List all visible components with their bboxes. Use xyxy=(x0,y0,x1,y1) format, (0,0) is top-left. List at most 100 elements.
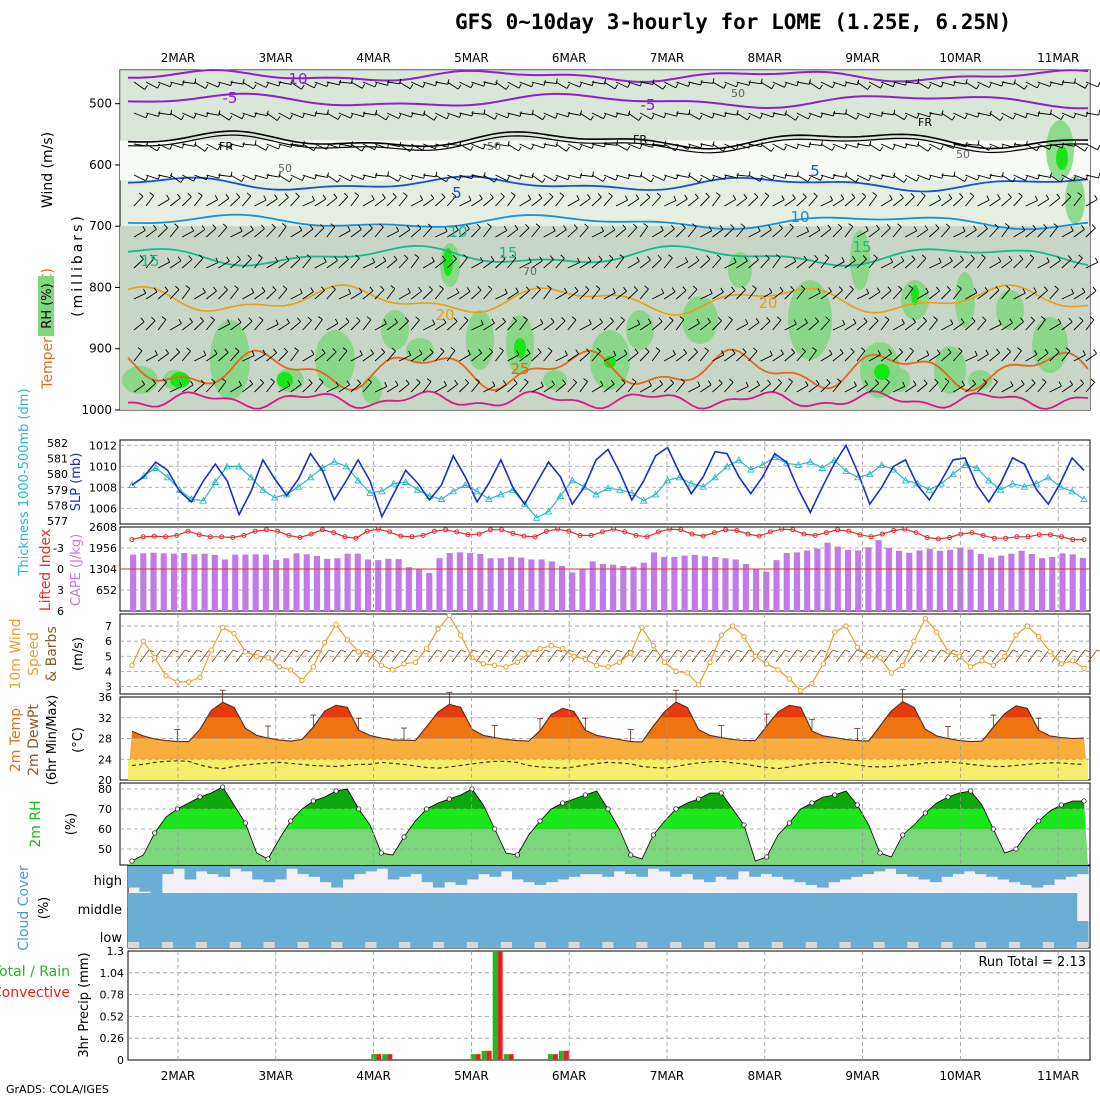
surface-wind-barb xyxy=(847,649,858,663)
wind-barb-flag xyxy=(217,145,221,151)
wind-speed-point xyxy=(344,636,351,643)
rh-point xyxy=(1058,802,1064,808)
cloud-low-bar xyxy=(783,921,795,948)
wind-barb-flag xyxy=(613,350,617,356)
wind-barb xyxy=(434,259,446,269)
wind-barb xyxy=(266,81,280,87)
surface-wind-barb-flag xyxy=(364,649,371,653)
wind-barb xyxy=(977,257,986,269)
wind-barb xyxy=(868,291,881,300)
cloud-high-bar xyxy=(1076,866,1089,875)
wind-barb xyxy=(423,174,437,178)
wind-barb-flag xyxy=(1067,255,1072,260)
wind-barb-flag xyxy=(855,114,860,120)
cloud-low-gap xyxy=(636,942,648,948)
wind-barb-flag xyxy=(632,223,638,228)
surface-wind-barb xyxy=(475,649,486,663)
wind-barb xyxy=(627,198,640,207)
cloud-middle-bar xyxy=(432,893,445,921)
wind-barb xyxy=(471,352,482,362)
wind-barb xyxy=(519,261,532,269)
wind-barb-flag xyxy=(480,319,484,325)
wind-barb-flag xyxy=(764,192,770,197)
wind-barb xyxy=(145,195,155,207)
cloud-high-bar xyxy=(308,866,321,877)
wind-barb-flag xyxy=(855,177,859,183)
wind-barb-flag xyxy=(246,192,252,197)
precip-total-bar xyxy=(558,1050,564,1060)
wind-barb-flag xyxy=(1073,113,1077,119)
cape-bar xyxy=(610,564,617,611)
cape-bar xyxy=(140,553,147,611)
wind-barb-flag xyxy=(903,115,908,120)
wind-barb xyxy=(471,174,485,178)
wind-barb xyxy=(712,174,725,180)
wind-barb-flag xyxy=(994,223,999,228)
thickness-point xyxy=(556,492,565,499)
wind-speed-point xyxy=(616,659,623,666)
wind-barb xyxy=(447,321,458,331)
wind-barb-flag xyxy=(893,172,896,178)
wind-barb xyxy=(254,257,263,269)
wind-barb-flag xyxy=(478,348,482,354)
wind-barb-flag xyxy=(476,223,481,228)
wind-barb xyxy=(748,230,761,238)
wind-barb-flag xyxy=(646,193,651,198)
wind-barb xyxy=(640,81,653,85)
cloud-low-bar xyxy=(274,921,287,948)
wind-barb xyxy=(892,323,905,331)
wind-barb xyxy=(941,143,954,149)
date-label-top: 6MAR xyxy=(552,51,587,65)
wind-barb-flag xyxy=(817,288,821,294)
wind-barb xyxy=(350,320,361,331)
wind-barb-flag xyxy=(814,254,819,260)
lifted-index-point xyxy=(398,533,404,539)
lifted-index-point xyxy=(1036,532,1042,538)
surface-wind-barb-flag xyxy=(940,649,947,653)
cloud-middle-bar xyxy=(862,893,874,921)
wind-barb-flag xyxy=(323,257,327,263)
wind-barb xyxy=(411,174,424,179)
wind-barb xyxy=(217,381,227,393)
wind-barb-flag xyxy=(430,194,435,199)
lifted-index-point xyxy=(779,526,785,532)
cloud-low-bar xyxy=(252,921,265,948)
wind-speed-point xyxy=(1058,661,1065,667)
slp-line xyxy=(131,443,1085,519)
wind-barb-flag xyxy=(910,192,915,198)
wind-barb xyxy=(917,291,929,300)
surface-wind-barb xyxy=(175,649,186,663)
wind-barb-flag xyxy=(525,286,530,291)
wind-barb-flag xyxy=(144,85,148,90)
wind-barb-flag xyxy=(897,223,902,228)
cloud-middle-bar xyxy=(399,893,411,921)
cloud-middle-bar xyxy=(670,893,682,921)
cloud-low-bar xyxy=(297,921,310,948)
wind-barb xyxy=(1085,227,1096,238)
wind-barb-flag xyxy=(234,285,239,290)
lifted-index-point xyxy=(185,528,191,534)
wind-barb-flag xyxy=(924,225,929,230)
wind-barb-flag xyxy=(587,256,592,262)
wind-barb-flag xyxy=(1036,146,1040,151)
wind-barb-flag xyxy=(427,223,433,228)
contour-30 xyxy=(127,390,1089,410)
label-2m-temp: 2m Temp xyxy=(8,708,24,772)
wind-barb-flag xyxy=(1081,287,1086,293)
wind-barb xyxy=(808,292,821,300)
wind-barb-flag xyxy=(826,379,831,384)
wind-barb xyxy=(639,259,651,269)
wind-barb xyxy=(435,143,448,148)
surface-wind-barb-flag xyxy=(568,649,575,653)
wind-barb xyxy=(459,353,471,362)
wind-barb xyxy=(519,319,528,331)
wind-barb xyxy=(1073,112,1087,118)
wind-barb-flag xyxy=(832,173,836,179)
thickness-point xyxy=(342,462,350,470)
wind-barb xyxy=(1049,112,1062,120)
cloud-high-bar xyxy=(150,866,163,893)
wind-barb-flag xyxy=(289,177,293,183)
wind-barb xyxy=(1085,174,1099,179)
label-thickness: Thickness 1000-500mb (dm) xyxy=(17,388,32,576)
